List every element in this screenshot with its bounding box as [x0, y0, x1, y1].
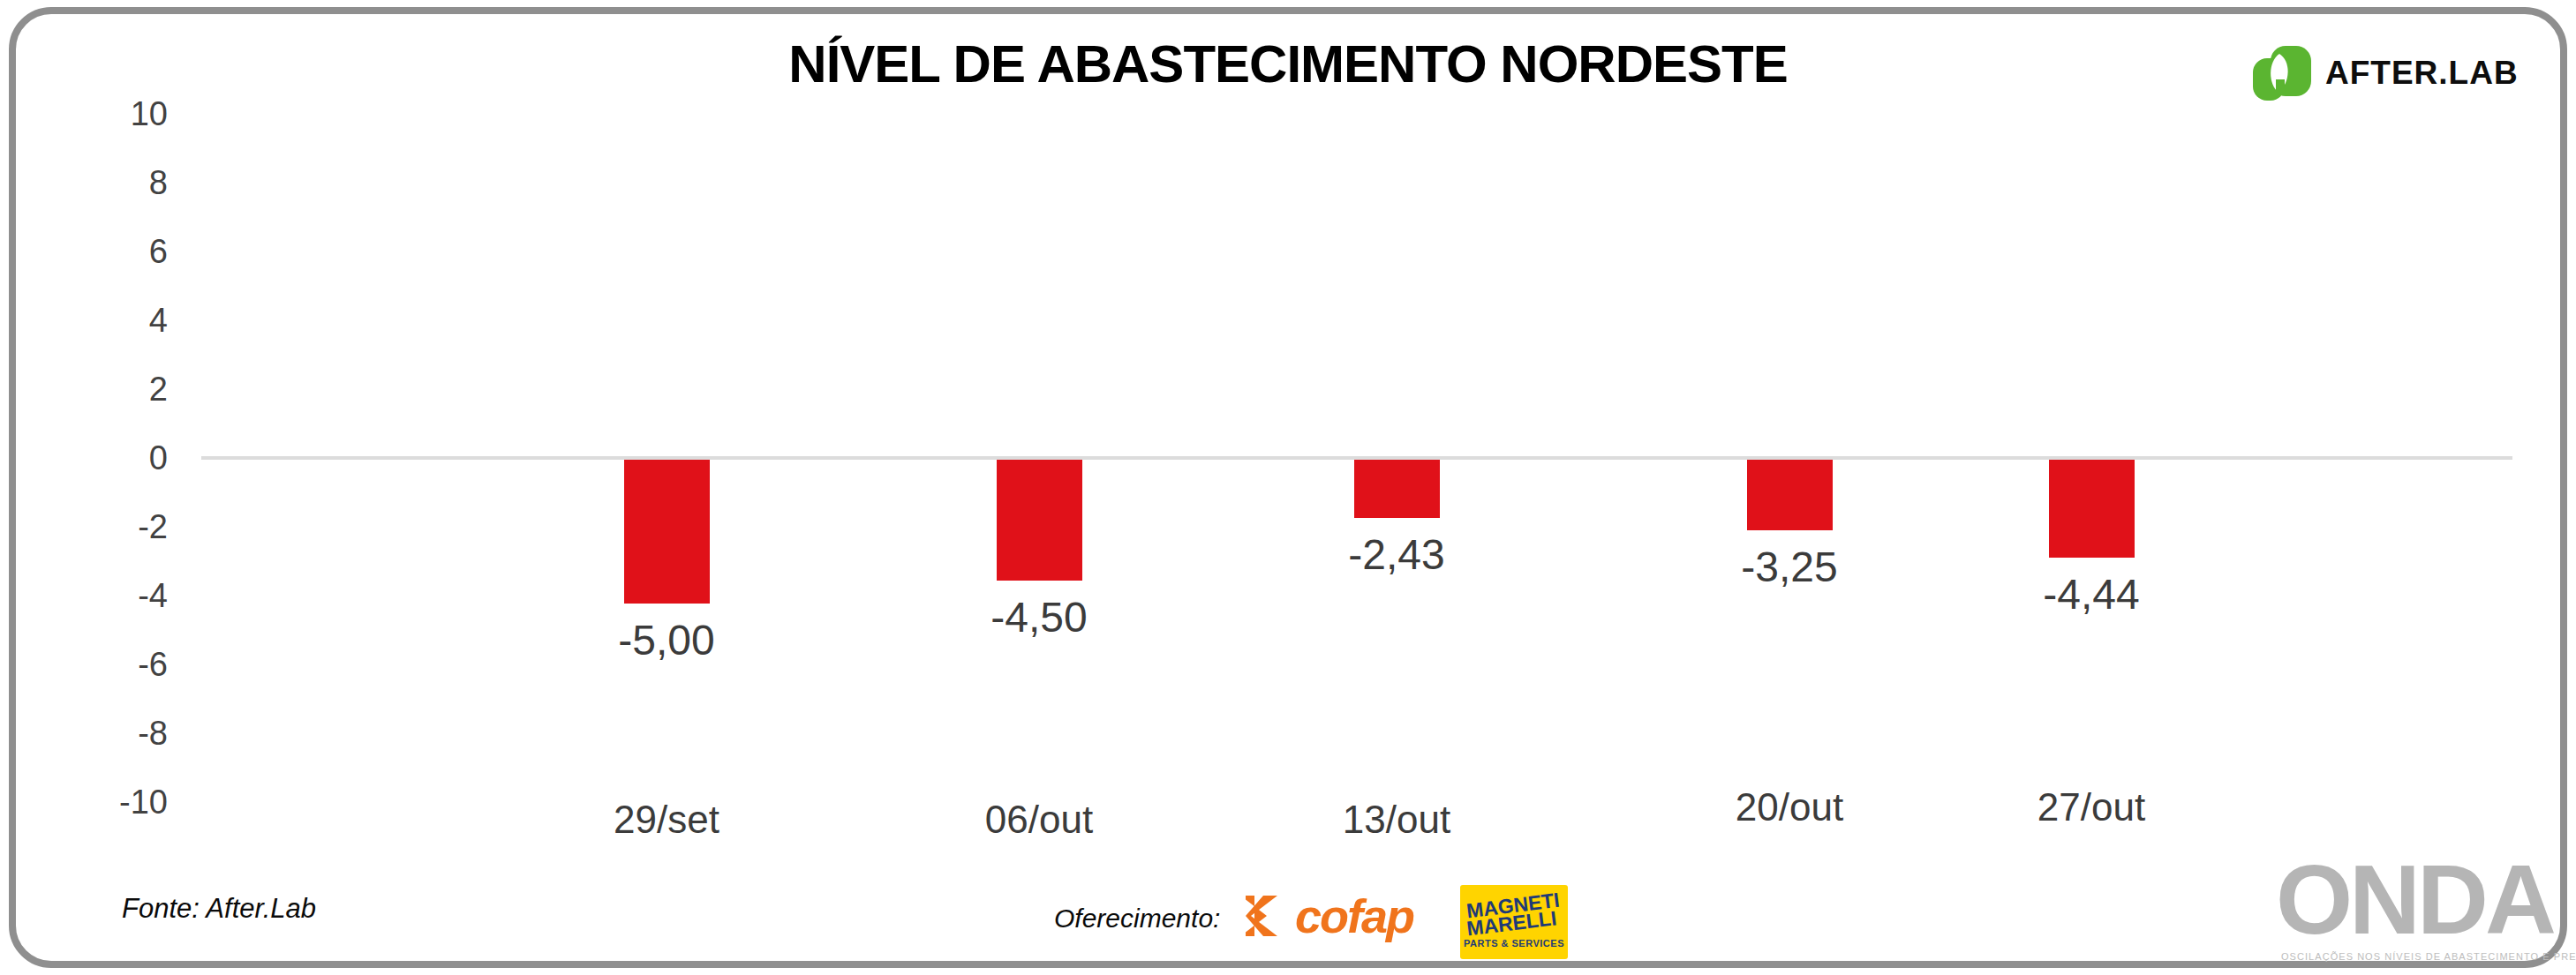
- cofap-logo-icon: [1246, 896, 1290, 936]
- bar: [1354, 458, 1440, 518]
- bar-value-label: -3,25: [1675, 543, 1904, 591]
- zero-gridline: [201, 456, 2512, 460]
- x-tick-label: 27/out: [1994, 785, 2188, 829]
- screenshot-stage: NÍVEL DE ABASTECIMENTO NORDESTE AFTER.LA…: [0, 0, 2576, 975]
- onda-logo: ONDA OSCILAÇÕES NOS NÍVEIS DE ABASTECIME…: [2276, 851, 2550, 962]
- parts-services-line: PARTS & SERVICES: [1464, 938, 1564, 949]
- y-tick-label: 2: [51, 369, 168, 409]
- y-tick-label: 6: [51, 231, 168, 272]
- y-tick-label: 8: [51, 162, 168, 203]
- bar-value-label: -4,44: [1977, 570, 2206, 619]
- y-tick-label: -2: [51, 506, 168, 547]
- bar: [2049, 458, 2135, 558]
- cofap-logo-text: cofap: [1295, 895, 1413, 937]
- source-note: Fonte: After.Lab: [122, 893, 316, 925]
- onda-logo-text: ONDA: [2276, 851, 2550, 949]
- bar: [1747, 458, 1833, 530]
- bar-value-label: -4,50: [924, 593, 1154, 641]
- magneti-marelli-logo: MAGNETI MARELLI PARTS & SERVICES: [1460, 885, 1568, 959]
- chart-card: NÍVEL DE ABASTECIMENTO NORDESTE AFTER.LA…: [9, 7, 2567, 968]
- sponsor-intro: Oferecimento:: [1054, 904, 1220, 934]
- x-tick-label: 20/out: [1692, 785, 1887, 829]
- magneti-marelli-wordmark: MAGNETI MARELLI: [1465, 890, 1563, 937]
- y-tick-label: -6: [51, 644, 168, 685]
- x-tick-label: 29/set: [569, 798, 764, 842]
- bar: [624, 458, 710, 604]
- onda-tagline: OSCILAÇÕES NOS NÍVEIS DE ABASTECIMENTO E…: [2281, 951, 2550, 962]
- bar: [997, 458, 1082, 581]
- y-tick-label: 4: [51, 300, 168, 341]
- bar-value-label: -2,43: [1282, 530, 1511, 579]
- cofap-logo: cofap: [1246, 895, 1413, 937]
- plot-area: 10 8 6 4 2 0 -2 -4 -6 -8 -10 -5,00 29/set -4,50 06/out…: [16, 14, 2560, 961]
- y-tick-label: -10: [51, 782, 168, 822]
- y-tick-label: 10: [51, 94, 168, 134]
- y-tick-label: -4: [51, 575, 168, 616]
- x-tick-label: 06/out: [942, 798, 1136, 842]
- y-tick-label: -8: [51, 713, 168, 754]
- y-tick-label: 0: [51, 438, 168, 478]
- bar-value-label: -5,00: [552, 616, 781, 664]
- x-tick-label: 13/out: [1299, 798, 1494, 842]
